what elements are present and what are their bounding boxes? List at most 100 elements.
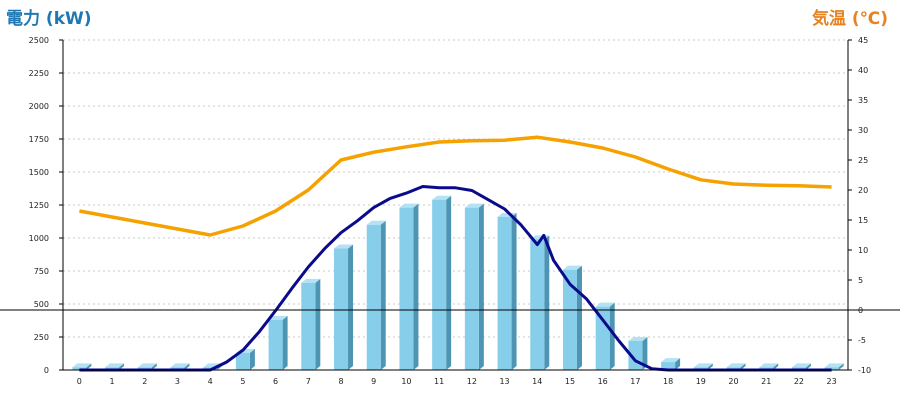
x-tick-label: 21 bbox=[761, 377, 771, 386]
right-axis-ticks: -10-5051015202530354045 bbox=[848, 36, 871, 375]
bar-side bbox=[675, 358, 681, 370]
grid bbox=[63, 39, 848, 338]
bar-front bbox=[562, 269, 577, 370]
x-tick-label: 5 bbox=[240, 377, 245, 386]
bar-front bbox=[72, 367, 87, 370]
x-tick-label: 12 bbox=[467, 377, 477, 386]
bar-front bbox=[824, 367, 839, 370]
bar bbox=[464, 203, 484, 370]
bar-top bbox=[824, 363, 844, 368]
x-tick-label: 6 bbox=[273, 377, 278, 386]
bar bbox=[432, 195, 452, 370]
bar-side bbox=[707, 363, 713, 370]
x-tick-label: 4 bbox=[208, 377, 213, 386]
left-tick-label: 2000 bbox=[29, 102, 49, 111]
bar-top bbox=[334, 244, 354, 249]
x-tick-label: 23 bbox=[827, 377, 837, 386]
axes bbox=[0, 40, 900, 371]
left-tick-label: 500 bbox=[34, 300, 49, 309]
x-tick-label: 1 bbox=[110, 377, 115, 386]
bar bbox=[334, 244, 354, 370]
bar-top bbox=[628, 336, 648, 341]
bar-front bbox=[235, 352, 250, 370]
x-axis-ticks: 0 1 2 3 4 5 6 7 8 9 10 11 12 13 14 15 16 17 18 19 20 21 22 23 bbox=[77, 377, 837, 386]
bar-top bbox=[661, 358, 681, 363]
x-tick-label: 16 bbox=[598, 377, 608, 386]
chart-lines bbox=[79, 135, 832, 372]
bar-side bbox=[609, 302, 615, 370]
bar-front bbox=[497, 216, 512, 370]
power-bars bbox=[72, 195, 844, 370]
bar-side bbox=[740, 363, 746, 370]
right-axis-title: 気温 (℃) bbox=[811, 9, 888, 29]
bar-side bbox=[315, 278, 321, 370]
left-tick-label: 750 bbox=[34, 267, 49, 276]
right-tick-label: 20 bbox=[858, 186, 868, 195]
bar-side bbox=[576, 265, 582, 370]
right-tick-label: 45 bbox=[858, 36, 868, 45]
x-tick-label: 10 bbox=[401, 377, 411, 386]
x-tick-label: 15 bbox=[565, 377, 575, 386]
bar-top bbox=[432, 195, 452, 200]
x-tick-label: 13 bbox=[499, 377, 509, 386]
bar-front bbox=[595, 306, 610, 370]
bar bbox=[562, 265, 582, 370]
temperature-line bbox=[79, 135, 832, 237]
bar-front bbox=[661, 362, 676, 370]
right-tick-label: 10 bbox=[858, 246, 868, 255]
bar bbox=[497, 212, 517, 370]
right-tick-label: 35 bbox=[858, 96, 868, 105]
x-tick-label: 19 bbox=[696, 377, 706, 386]
bar-side bbox=[282, 315, 288, 370]
x-tick-label: 17 bbox=[630, 377, 640, 386]
bar-side bbox=[478, 203, 484, 370]
left-tick-label: 1750 bbox=[29, 135, 49, 144]
right-tick-label: 25 bbox=[858, 156, 868, 165]
x-tick-label: 14 bbox=[532, 377, 542, 386]
right-tick-label: -10 bbox=[858, 366, 871, 375]
bar-front bbox=[366, 224, 381, 370]
bar-top bbox=[366, 220, 386, 225]
bar-top bbox=[170, 363, 190, 368]
left-tick-label: 0 bbox=[44, 366, 49, 375]
left-axis-title: 電力 (kW) bbox=[6, 9, 92, 29]
bar-top bbox=[759, 363, 779, 368]
x-tick-label: 18 bbox=[663, 377, 673, 386]
left-tick-label: 250 bbox=[34, 333, 49, 342]
bar-side bbox=[119, 363, 125, 370]
x-tick-label: 20 bbox=[728, 377, 738, 386]
bar-side bbox=[773, 363, 779, 370]
bar bbox=[530, 235, 550, 370]
bar-front bbox=[464, 207, 479, 370]
bar-top bbox=[137, 363, 157, 368]
bar bbox=[661, 358, 681, 370]
bar-side bbox=[151, 363, 157, 370]
bar-side bbox=[249, 348, 255, 370]
x-tick-label: 22 bbox=[794, 377, 804, 386]
x-tick-label: 3 bbox=[175, 377, 180, 386]
bar-side bbox=[838, 363, 844, 370]
right-tick-label: 5 bbox=[858, 276, 863, 285]
bar-front bbox=[301, 282, 316, 370]
bar-top bbox=[268, 315, 288, 320]
x-tick-label: 2 bbox=[142, 377, 147, 386]
left-axis-ticks: 0 250 500 750 1000 1250 1500 1750 2000 2250 2500 bbox=[29, 36, 63, 375]
bar-front bbox=[432, 199, 447, 370]
x-tick-label: 0 bbox=[77, 377, 82, 386]
right-tick-label: -5 bbox=[858, 336, 866, 345]
bar-top bbox=[399, 203, 419, 208]
left-tick-label: 2500 bbox=[29, 36, 49, 45]
bar-front bbox=[530, 239, 545, 370]
right-tick-label: 15 bbox=[858, 216, 868, 225]
left-tick-label: 2250 bbox=[29, 69, 49, 78]
bar-side bbox=[446, 195, 452, 370]
bar-side bbox=[348, 244, 354, 370]
bar-top bbox=[562, 265, 582, 270]
x-tick-label: 9 bbox=[371, 377, 376, 386]
bar-front bbox=[334, 248, 349, 370]
x-tick-label: 7 bbox=[306, 377, 311, 386]
left-tick-label: 1000 bbox=[29, 234, 49, 243]
bar-front bbox=[268, 319, 283, 370]
bar-top bbox=[105, 363, 125, 368]
bar-side bbox=[86, 363, 92, 370]
